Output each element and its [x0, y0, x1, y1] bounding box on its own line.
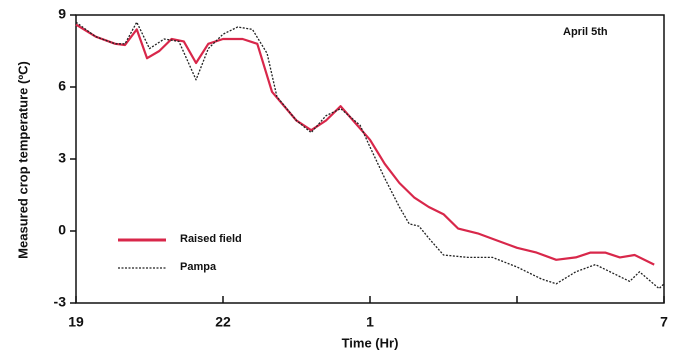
x-tick-label: 22: [215, 314, 231, 330]
y-tick-label: 0: [58, 222, 66, 238]
plot-frame: [75, 14, 665, 304]
series-line: [75, 21, 665, 290]
y-tick-label: 3: [58, 150, 66, 166]
x-tick-label: 1: [366, 314, 374, 330]
y-axis-label: Measured crop temperature (ºC): [15, 61, 30, 259]
x-tick-label: 7: [660, 314, 668, 330]
x-tick-label: 19: [68, 314, 84, 330]
annotation: April 5th: [563, 26, 608, 38]
y-tick-label: 9: [58, 6, 66, 22]
y-tick-label: 6: [58, 78, 66, 94]
series-line: [75, 23, 655, 266]
x-axis-label: Time (Hr): [342, 335, 399, 350]
legend-label: Raised field: [180, 233, 242, 245]
y-tick-label: -3: [54, 294, 67, 310]
legend-label: Pampa: [180, 261, 217, 273]
